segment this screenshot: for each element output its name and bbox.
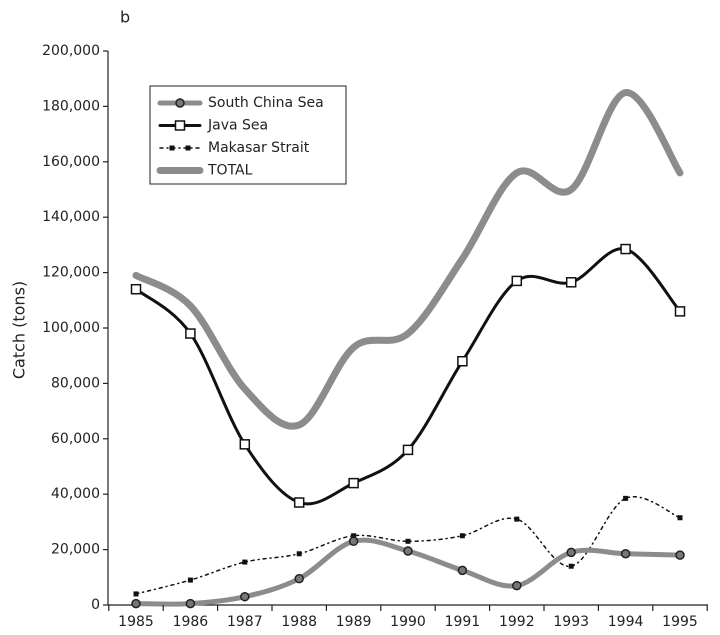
y-tick-label: 200,000 [42, 43, 100, 59]
point [514, 516, 520, 522]
point [169, 145, 175, 151]
y-tick-label: 180,000 [42, 98, 100, 114]
point [293, 497, 305, 508]
point [185, 598, 196, 609]
x-tick-label: 1985 [118, 614, 154, 630]
point [348, 477, 359, 489]
x-tick-label: 1991 [445, 614, 481, 630]
legend-label: Makasar Strait [208, 140, 310, 156]
y-tick-label: 100,000 [42, 320, 100, 336]
y-tick-label: 0 [91, 597, 100, 613]
point [296, 551, 302, 557]
point [239, 439, 251, 450]
y-tick-label: 140,000 [42, 209, 100, 225]
point [457, 565, 468, 576]
x-tick-label: 1987 [227, 614, 263, 630]
y-tick-label: 40,000 [51, 486, 100, 502]
point [174, 120, 186, 131]
point [294, 573, 304, 584]
legend-label: TOTAL [207, 163, 253, 179]
point [185, 328, 196, 339]
point [175, 98, 185, 108]
series-line [135, 496, 681, 595]
point [620, 243, 631, 255]
series-layer [130, 89, 686, 609]
y-tick-label: 160,000 [42, 154, 100, 170]
y-tick-label: 120,000 [42, 265, 100, 281]
x-tick-label: 1990 [390, 614, 426, 630]
point [674, 306, 686, 317]
point [351, 533, 357, 539]
point [242, 559, 248, 565]
point [512, 580, 522, 591]
x-tick-label: 1994 [608, 614, 644, 630]
point [133, 591, 139, 597]
series-line [132, 89, 684, 430]
y-tick-label: 80,000 [51, 375, 100, 391]
x-tick-label: 1988 [281, 614, 317, 630]
legend-label: South China Sea [208, 95, 324, 111]
point [185, 145, 191, 151]
point [131, 598, 141, 609]
point [348, 536, 359, 547]
point [675, 550, 685, 560]
point [459, 533, 465, 539]
y-tick-label: 60,000 [51, 431, 100, 447]
x-tick-label: 1989 [336, 614, 372, 630]
point [677, 515, 683, 521]
point [620, 549, 631, 559]
point [405, 538, 411, 544]
series-line [134, 247, 682, 506]
point [403, 546, 413, 556]
point [511, 275, 523, 287]
y-axis-label: Catch (tons) [10, 281, 29, 379]
legend-label: Java Sea [207, 118, 268, 134]
point [623, 495, 629, 501]
x-tick-label: 1986 [173, 614, 209, 630]
point [187, 577, 193, 583]
point [568, 563, 574, 569]
point [566, 547, 576, 558]
x-tick-label: 1995 [662, 614, 698, 630]
point [240, 591, 250, 602]
point [565, 277, 577, 288]
x-tick-label: 1993 [553, 614, 589, 630]
panel-label: b [120, 8, 130, 27]
point [457, 355, 468, 367]
y-tick-label: 20,000 [51, 542, 100, 558]
x-tick-label: 1992 [499, 614, 535, 630]
point [130, 283, 142, 295]
point [402, 444, 414, 456]
